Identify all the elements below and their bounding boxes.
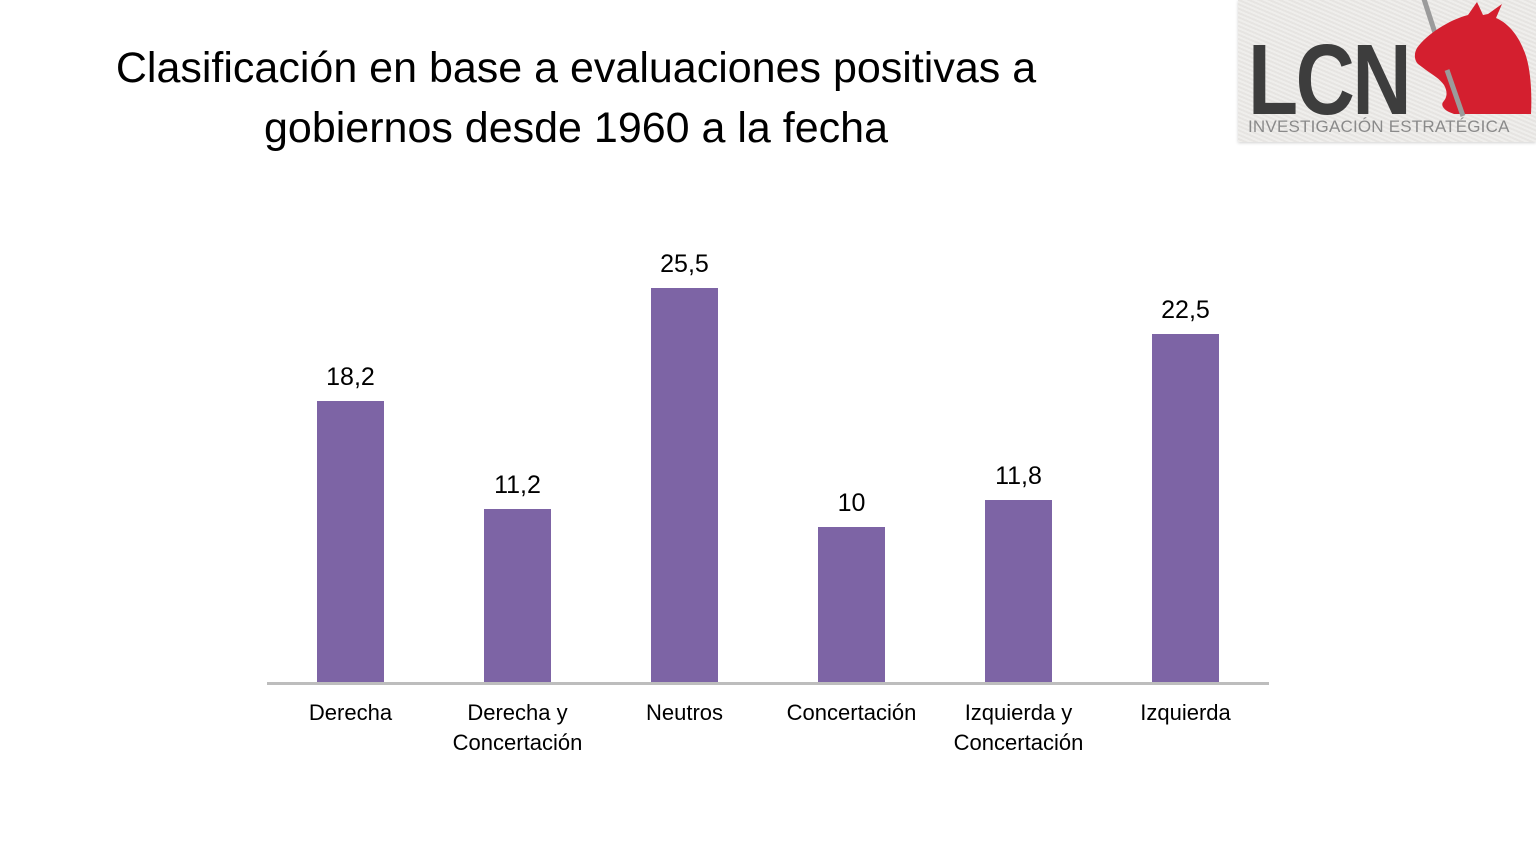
bar [818, 527, 885, 682]
bar [484, 509, 551, 682]
x-axis-line [267, 682, 1269, 685]
bar-category-label: Izquierda y Concertación [953, 700, 1084, 755]
bar [651, 288, 718, 682]
knight-horse-icon [1414, 0, 1532, 117]
bar-category-label: Concertación [786, 700, 917, 725]
horse-silhouette [1414, 2, 1532, 114]
logo-tagline: INVESTIGACIÓN ESTRATÉGICA [1248, 117, 1510, 136]
bar [317, 401, 384, 682]
bar-value-label: 25,5 [660, 250, 709, 278]
bar [1152, 334, 1219, 682]
logo-wordmark: LCN [1248, 24, 1412, 136]
bar-value-label: 11,2 [494, 471, 541, 499]
plot-area: 18,2 11,2 25,5 10 11,8 22,5 [267, 250, 1269, 682]
bar-category-label: Neutros [645, 700, 724, 725]
lance-line-front [1444, 69, 1466, 117]
bar-chart: 18,2 11,2 25,5 10 11,8 22,5 Derecha Derecha y … [267, 250, 1269, 770]
lcn-logo: LCN INVESTIGACIÓN ESTRATÉGICA [1238, 0, 1536, 142]
bar-value-label: 10 [837, 489, 866, 517]
bar [985, 500, 1052, 682]
chart-title: Clasificación en base a evaluaciones pos… [115, 44, 1037, 152]
bar-category-label: Izquierda [1140, 700, 1231, 725]
bar-category-label: Derecha y Concertación [452, 700, 583, 755]
bar-value-label: 11,8 [995, 462, 1042, 490]
bar-value-label: 22,5 [1161, 296, 1210, 324]
bar-category-label: Derecha [308, 700, 393, 725]
bar-value-label: 18,2 [326, 363, 375, 391]
